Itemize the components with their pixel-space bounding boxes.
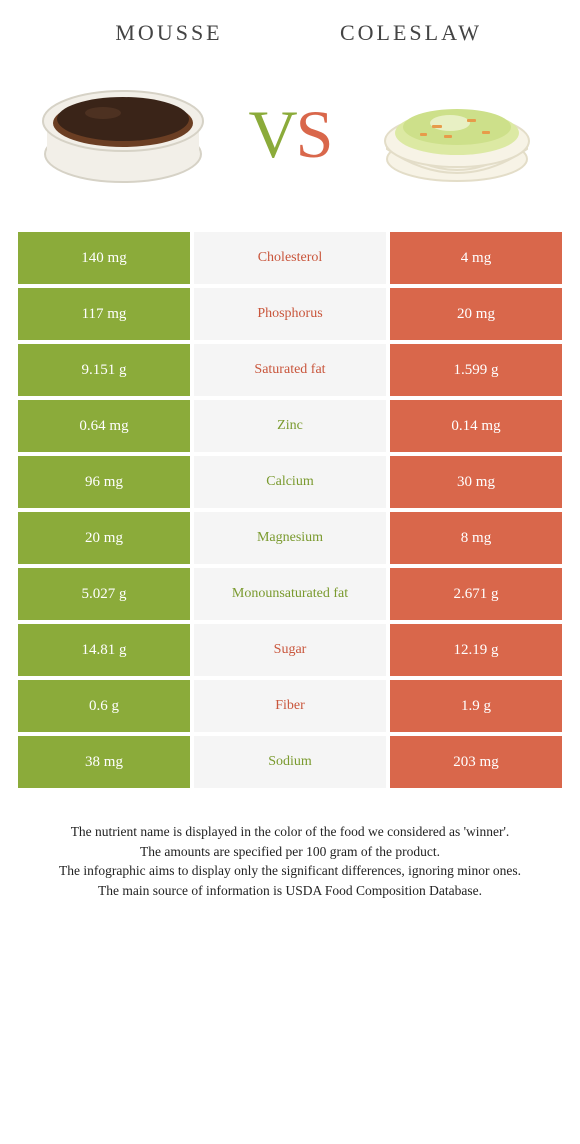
right-value-cell: 203 mg — [390, 736, 562, 788]
left-value-cell: 0.64 mg — [18, 400, 190, 452]
right-value-cell: 8 mg — [390, 512, 562, 564]
nutrient-label-cell: Sodium — [194, 736, 386, 788]
left-value-cell: 117 mg — [18, 288, 190, 340]
footer-line-2: The amounts are specified per 100 gram o… — [24, 842, 556, 862]
nutrient-label-cell: Fiber — [194, 680, 386, 732]
left-value-cell: 20 mg — [18, 512, 190, 564]
table-row: 5.027 gMonounsaturated fat2.671 g — [18, 568, 562, 620]
nutrient-label-cell: Magnesium — [194, 512, 386, 564]
left-value-cell: 38 mg — [18, 736, 190, 788]
table-row: 0.6 gFiber1.9 g — [18, 680, 562, 732]
right-value-cell: 20 mg — [390, 288, 562, 340]
table-row: 14.81 gSugar12.19 g — [18, 624, 562, 676]
right-value-cell: 12.19 g — [390, 624, 562, 676]
right-food-title: COLESLAW — [290, 20, 532, 46]
left-value-cell: 140 mg — [18, 232, 190, 284]
nutrient-label-cell: Sugar — [194, 624, 386, 676]
right-value-cell: 2.671 g — [390, 568, 562, 620]
left-value-cell: 14.81 g — [18, 624, 190, 676]
nutrient-table: 140 mgCholesterol4 mg117 mgPhosphorus20 … — [18, 232, 562, 788]
right-value-cell: 0.14 mg — [390, 400, 562, 452]
footer-line-1: The nutrient name is displayed in the co… — [24, 822, 556, 842]
coleslaw-image — [362, 64, 552, 204]
vs-v-letter: V — [249, 96, 296, 172]
nutrient-label-cell: Saturated fat — [194, 344, 386, 396]
footer-line-3: The infographic aims to display only the… — [24, 861, 556, 881]
table-row: 117 mgPhosphorus20 mg — [18, 288, 562, 340]
images-row: VS — [18, 64, 562, 204]
table-row: 0.64 mgZinc0.14 mg — [18, 400, 562, 452]
header-row: MOUSSE COLESLAW — [18, 20, 562, 46]
table-row: 140 mgCholesterol4 mg — [18, 232, 562, 284]
nutrient-label-cell: Cholesterol — [194, 232, 386, 284]
table-row: 20 mgMagnesium8 mg — [18, 512, 562, 564]
table-row: 9.151 gSaturated fat1.599 g — [18, 344, 562, 396]
table-row: 96 mgCalcium30 mg — [18, 456, 562, 508]
left-food-title: MOUSSE — [48, 20, 290, 46]
nutrient-label-cell: Zinc — [194, 400, 386, 452]
table-row: 38 mgSodium203 mg — [18, 736, 562, 788]
left-value-cell: 9.151 g — [18, 344, 190, 396]
vs-s-letter: S — [296, 96, 332, 172]
left-value-cell: 5.027 g — [18, 568, 190, 620]
right-value-cell: 30 mg — [390, 456, 562, 508]
footer-notes: The nutrient name is displayed in the co… — [18, 822, 562, 900]
nutrient-label-cell: Calcium — [194, 456, 386, 508]
left-value-cell: 0.6 g — [18, 680, 190, 732]
left-value-cell: 96 mg — [18, 456, 190, 508]
right-value-cell: 1.599 g — [390, 344, 562, 396]
footer-line-4: The main source of information is USDA F… — [24, 881, 556, 901]
nutrient-label-cell: Phosphorus — [194, 288, 386, 340]
nutrient-label-cell: Monounsaturated fat — [194, 568, 386, 620]
vs-label: VS — [249, 95, 332, 174]
mousse-image — [28, 64, 218, 204]
right-value-cell: 1.9 g — [390, 680, 562, 732]
right-value-cell: 4 mg — [390, 232, 562, 284]
